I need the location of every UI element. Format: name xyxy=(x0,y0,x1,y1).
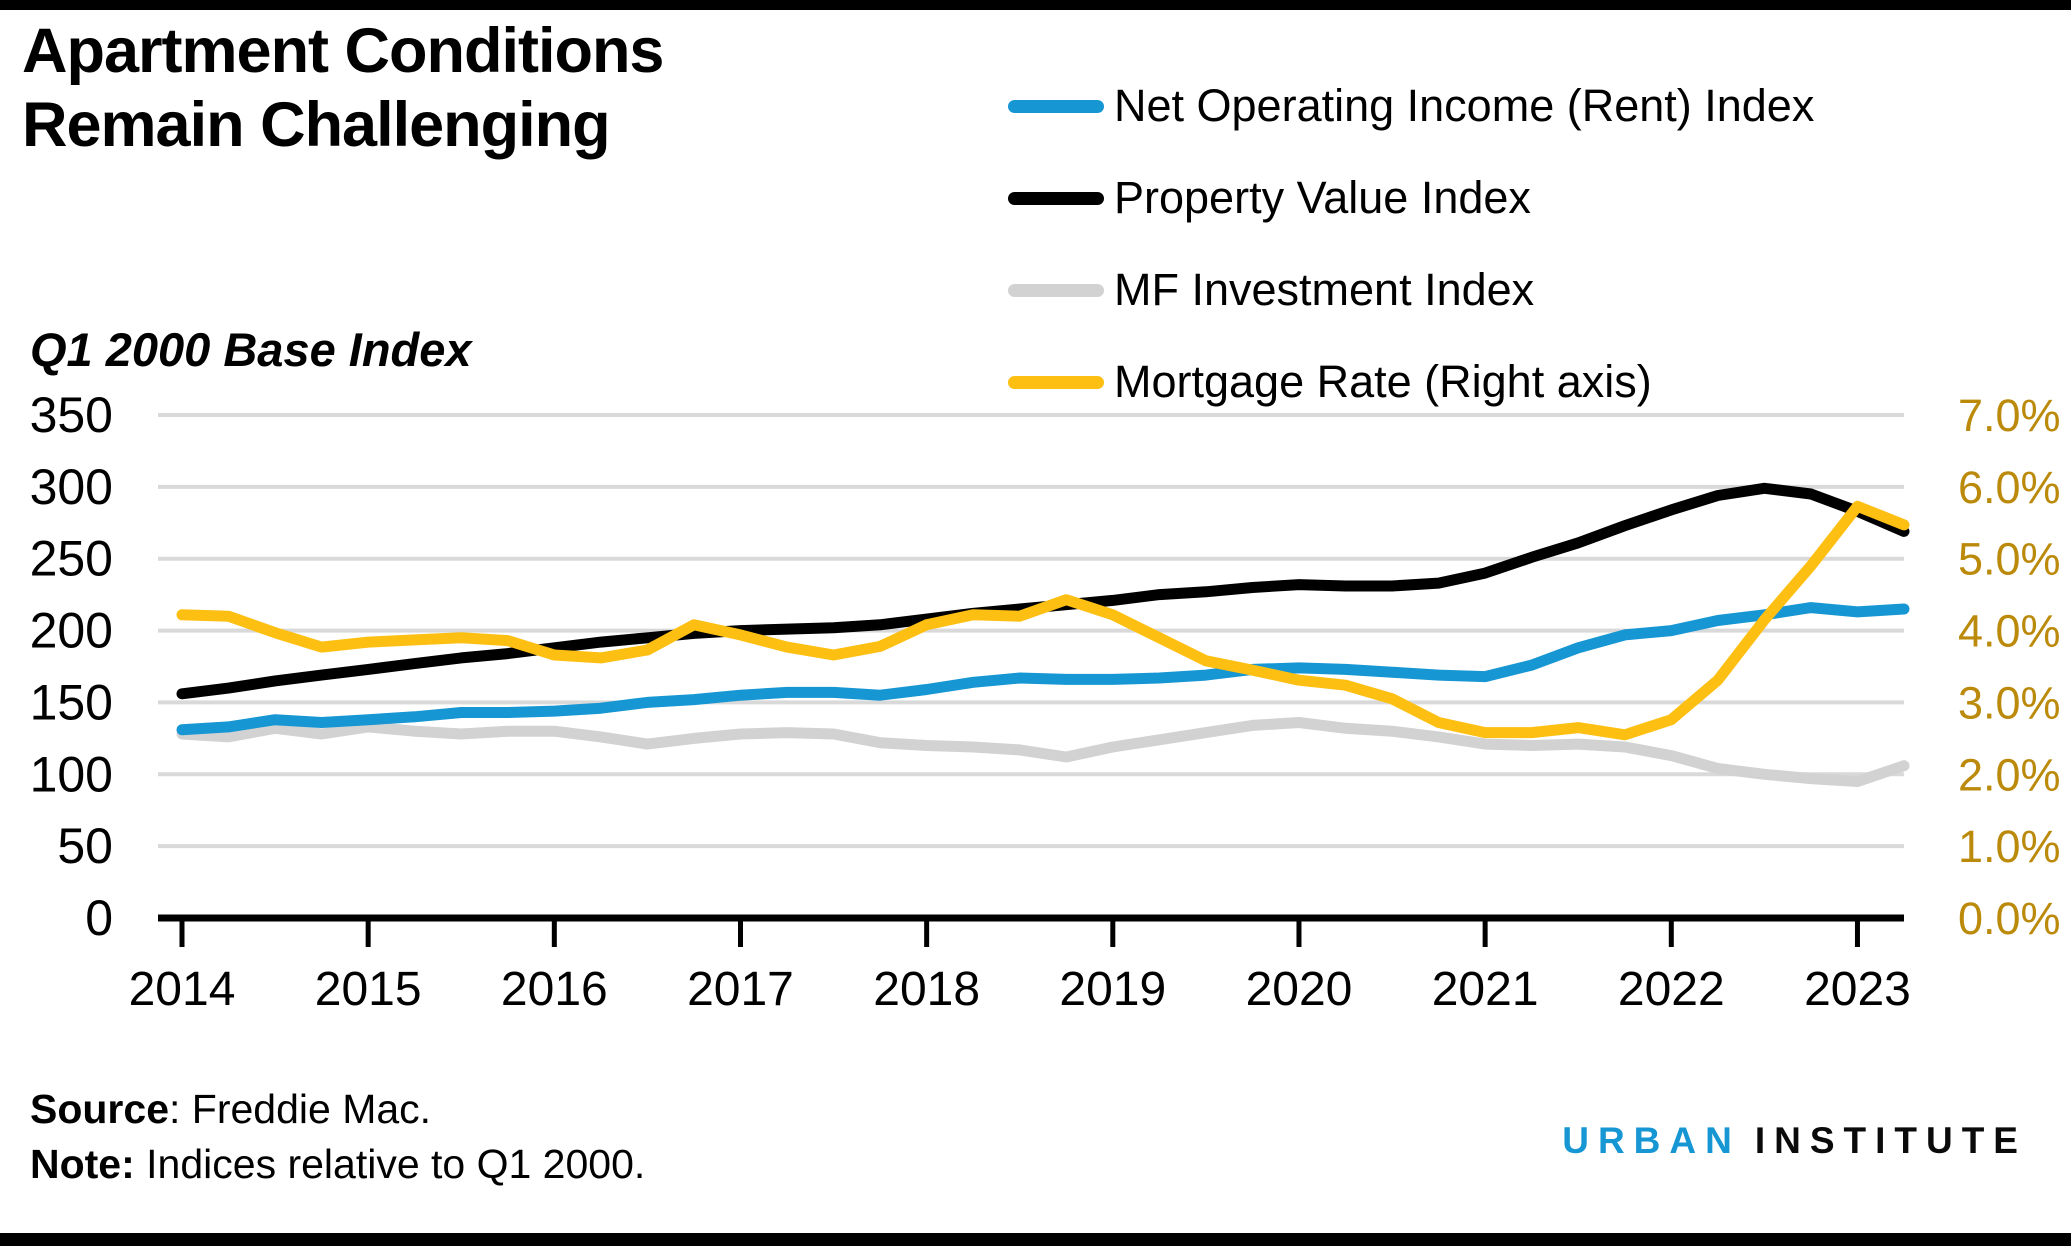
right-axis-tick-label: 4.0% xyxy=(1958,606,2061,657)
right-axis-tick-label: 6.0% xyxy=(1958,462,2061,513)
legend-item-property-value: Property Value Index xyxy=(1008,168,1531,228)
top-border-bar xyxy=(0,0,2071,10)
note-line: Note: Indices relative to Q1 2000. xyxy=(30,1137,645,1192)
right-axis-tick-label: 3.0% xyxy=(1958,677,2061,728)
legend-label: MF Investment Index xyxy=(1114,264,1535,315)
legend-swatch-black xyxy=(1008,191,1104,205)
x-tick-label: 2022 xyxy=(1618,963,1725,1016)
left-axis-tick-label: 250 xyxy=(30,531,113,587)
legend-label: Property Value Index xyxy=(1114,172,1531,223)
right-axis-tick-label: 1.0% xyxy=(1958,821,2061,872)
legend-item-mf-investment: MF Investment Index xyxy=(1008,260,1534,320)
left-axis-tick-label: 200 xyxy=(30,603,113,659)
logo-institute: INSTITUTE xyxy=(1754,1120,2027,1161)
legend-item-noi: Net Operating Income (Rent) Index xyxy=(1008,76,1814,136)
left-axis-tick-label: 300 xyxy=(30,459,113,515)
x-tick-label: 2015 xyxy=(315,963,422,1016)
left-axis-tick-label: 50 xyxy=(57,818,113,874)
left-axis-tick-label: 0 xyxy=(85,890,113,946)
source-text: : Freddie Mac. xyxy=(169,1086,432,1132)
right-axis-tick-label: 7.0% xyxy=(1958,390,2061,441)
x-tick-label: 2021 xyxy=(1432,963,1539,1016)
x-tick-label: 2014 xyxy=(129,963,236,1016)
x-tick-label: 2017 xyxy=(687,963,794,1016)
left-axis-tick-label: 150 xyxy=(30,674,113,730)
left-axis-title: Q1 2000 Base Index xyxy=(30,323,472,376)
series-line-0 xyxy=(176,602,1910,736)
page-title: Apartment Conditions Remain Challenging xyxy=(22,16,664,161)
series-line-3 xyxy=(176,500,1910,741)
series-line-1 xyxy=(176,482,1910,700)
right-axis-tick-label: 2.0% xyxy=(1958,749,2061,800)
left-axis-tick-label: 350 xyxy=(30,387,113,443)
source-label: Source xyxy=(30,1086,169,1132)
urban-institute-logo: URBAN INSTITUTE xyxy=(1562,1120,2027,1162)
source-line: Source: Freddie Mac. xyxy=(30,1082,645,1137)
legend-swatch-gray xyxy=(1008,283,1104,297)
legend-item-mortgage-rate: Mortgage Rate (Right axis) xyxy=(1008,352,1652,412)
right-axis-tick-label: 0.0% xyxy=(1958,893,2061,944)
right-axis-tick-label: 5.0% xyxy=(1958,534,2061,585)
note-label: Note: xyxy=(30,1140,135,1187)
bottom-border-bar xyxy=(0,1233,2071,1246)
logo-urban: URBAN xyxy=(1562,1120,1741,1161)
legend-swatch-yellow xyxy=(1008,375,1104,389)
legend-label: Net Operating Income (Rent) Index xyxy=(1114,80,1815,131)
note-text: Indices relative to Q1 2000. xyxy=(134,1140,646,1187)
source-note-block: Source: Freddie Mac. Note: Indices relat… xyxy=(30,1082,645,1192)
series-line-2 xyxy=(176,717,1910,787)
x-tick-label: 2016 xyxy=(501,963,608,1016)
x-tick-label: 2019 xyxy=(1059,963,1166,1016)
legend-label: Mortgage Rate (Right axis) xyxy=(1114,356,1652,407)
x-tick-label: 2023 xyxy=(1804,963,1911,1016)
legend-swatch-blue xyxy=(1008,99,1104,113)
x-tick-label: 2020 xyxy=(1246,963,1353,1016)
x-tick-label: 2018 xyxy=(873,963,980,1016)
left-axis-tick-label: 100 xyxy=(30,746,113,802)
